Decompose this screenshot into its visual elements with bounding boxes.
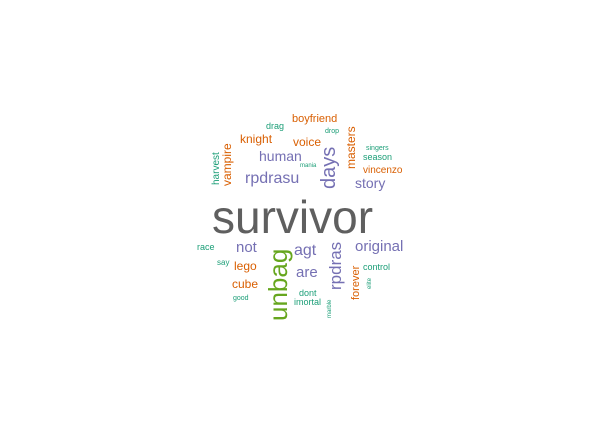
word-forever: forever (350, 265, 362, 300)
word-cube: cube (232, 277, 259, 291)
word-mania: mania (300, 163, 317, 169)
word-imortal: imortal (294, 297, 322, 307)
word-voice: voice (293, 135, 322, 149)
word-survivor: survivor (212, 191, 374, 243)
word-drop: drop (325, 128, 340, 135)
word-say: say (217, 258, 230, 267)
word-agt: agt (294, 242, 317, 259)
word-original: original (355, 238, 404, 255)
word-not: not (236, 239, 257, 256)
word-are: are (296, 264, 318, 281)
word-harvest: harvest (211, 152, 222, 185)
word-elite: elite (367, 277, 373, 289)
word-boyfriend: boyfriend (292, 113, 338, 125)
word-human: human (259, 148, 302, 164)
word-dont: dont (299, 288, 317, 298)
word-drag: drag (266, 121, 285, 131)
word-race: race (197, 242, 215, 252)
word-marble: marble (327, 299, 333, 318)
word-singers: singers (366, 145, 389, 152)
word-unbag: unbag (263, 248, 293, 321)
word-knight: knight (240, 132, 273, 146)
word-masters: masters (344, 126, 358, 169)
word-story: story (355, 175, 386, 191)
word-control: control (363, 262, 391, 272)
word-good: good (233, 295, 249, 302)
word-vincenzo: vincenzo (363, 165, 403, 176)
word-rpdrasu: rpdrasu (245, 170, 300, 187)
word-rpdras: rpdras (326, 241, 345, 290)
word-season: season (363, 152, 393, 162)
word-days: days (318, 146, 340, 189)
word-lego: lego (234, 259, 257, 273)
word-vampire: vampire (220, 143, 234, 186)
